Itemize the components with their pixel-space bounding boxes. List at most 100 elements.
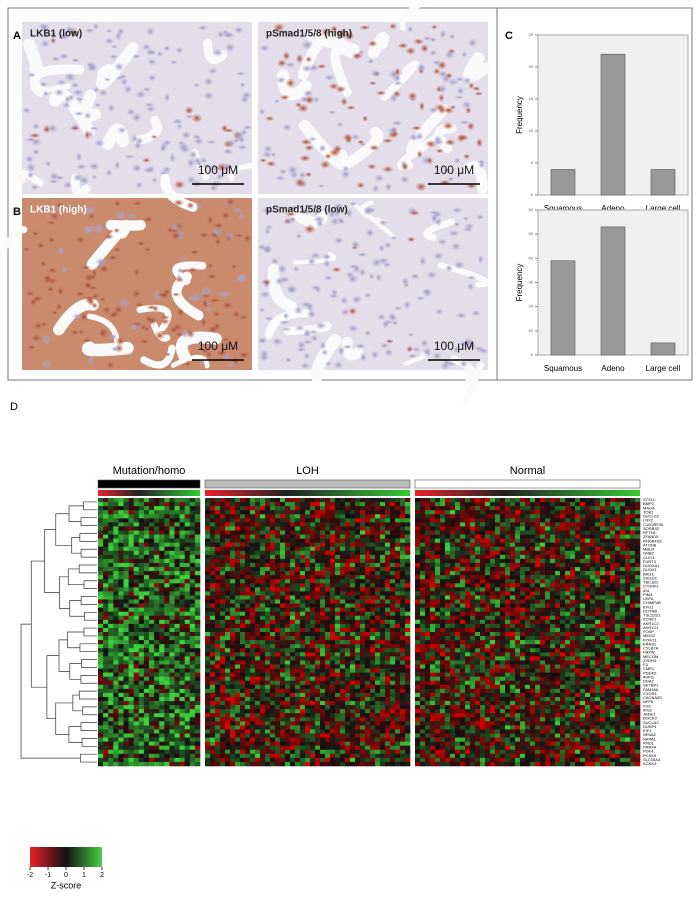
heatmap-cell [154, 567, 159, 571]
heatmap-cell [210, 506, 215, 510]
heatmap-cell [305, 567, 310, 571]
heatmap-cell [325, 746, 330, 750]
nucleus [384, 348, 393, 356]
heatmap-cell [225, 530, 230, 534]
nucleus [299, 155, 310, 162]
heatmap-cell [240, 551, 245, 555]
heatmap-cell [400, 742, 405, 746]
nucleus [22, 107, 31, 113]
heatmap-cell [360, 762, 365, 766]
heatmap-cell [295, 632, 300, 636]
heatmap-cell [149, 673, 154, 677]
heatmap-cell [335, 616, 340, 620]
heatmap-cell [164, 567, 169, 571]
heatmap-cell [195, 693, 200, 697]
heatmap-cell [345, 725, 350, 729]
heatmap-cell [310, 648, 315, 652]
nucleus [356, 252, 367, 257]
heatmap-cell [310, 669, 315, 673]
heatmap-cell [405, 612, 410, 616]
nucleus [212, 49, 223, 57]
heatmap-cell [395, 591, 400, 595]
heatmap-cell [185, 591, 190, 595]
heatmap-cell [400, 729, 405, 733]
heatmap-cell [385, 502, 390, 506]
heatmap-cell [124, 539, 129, 543]
heatmap-cell [305, 555, 310, 559]
heatmap-cell [330, 652, 335, 656]
nucleus [89, 162, 100, 170]
y-tick-label: 5 [531, 160, 534, 165]
nucleus [32, 295, 42, 302]
heatmap-cell [220, 754, 225, 758]
heatmap-cell [144, 575, 149, 579]
heatmap-cell [169, 514, 174, 518]
nucleus [187, 267, 198, 272]
heatmap-cell [220, 705, 225, 709]
heatmap-cell [305, 681, 310, 685]
heatmap-cell [129, 697, 134, 701]
nucleus [136, 182, 143, 189]
heatmap-cell [124, 510, 129, 514]
heatmap-cell [113, 750, 118, 754]
heatmap-cell [320, 575, 325, 579]
heatmap-cell [405, 648, 410, 652]
nucleus [259, 44, 270, 51]
heatmap-cell [395, 701, 400, 705]
heatmap-cell [108, 535, 113, 539]
heatmap-cell [355, 518, 360, 522]
heatmap-cell [280, 498, 285, 502]
heatmap-cell [405, 762, 410, 766]
heatmap-cell [375, 608, 380, 612]
heatmap-cell [195, 685, 200, 689]
heatmap-cell [230, 522, 235, 526]
heatmap-cell [300, 587, 305, 591]
heatmap-cell [205, 575, 210, 579]
heatmap-cell [169, 729, 174, 733]
heatmap-cell [540, 498, 545, 502]
heatmap-cell [164, 673, 169, 677]
heatmap-cell [310, 579, 315, 583]
heatmap-cell [225, 648, 230, 652]
heatmap-cell [390, 608, 395, 612]
heatmap-cell [154, 616, 159, 620]
heatmap-cell [118, 762, 123, 766]
heatmap-cell [495, 498, 500, 502]
heatmap-cell [210, 514, 215, 518]
heatmap-cell [335, 502, 340, 506]
heatmap-cell [345, 673, 350, 677]
heatmap-cell [390, 648, 395, 652]
heatmap-cell [129, 547, 134, 551]
heatmap-cell [345, 705, 350, 709]
heatmap-cell [300, 498, 305, 502]
heatmap-cell [260, 656, 265, 660]
nucleus [240, 95, 249, 103]
heatmap-cell [445, 498, 450, 502]
heatmap-cell [280, 701, 285, 705]
heatmap-cell [370, 673, 375, 677]
heatmap-cell [118, 697, 123, 701]
heatmap-cell [159, 608, 164, 612]
heatmap-cell [118, 648, 123, 652]
heatmap-cell [360, 660, 365, 664]
heatmap-cell [195, 705, 200, 709]
heatmap-cell [255, 600, 260, 604]
heatmap-cell [295, 563, 300, 567]
heatmap-cell [230, 734, 235, 738]
heatmap-cell [265, 628, 270, 632]
nucleus [367, 164, 377, 170]
heatmap-cell [98, 750, 103, 754]
heatmap-cell [300, 612, 305, 616]
heatmap-cell [300, 738, 305, 742]
heatmap-cell [129, 729, 134, 733]
heatmap-cell [400, 644, 405, 648]
heatmap-cell [290, 713, 295, 717]
heatmap-cell [144, 620, 149, 624]
heatmap-cell [400, 575, 405, 579]
heatmap-cell [385, 693, 390, 697]
heatmap-cell [330, 628, 335, 632]
heatmap-cell [159, 664, 164, 668]
heatmap-cell [365, 762, 370, 766]
heatmap-cell [180, 660, 185, 664]
nucleus [107, 104, 114, 112]
